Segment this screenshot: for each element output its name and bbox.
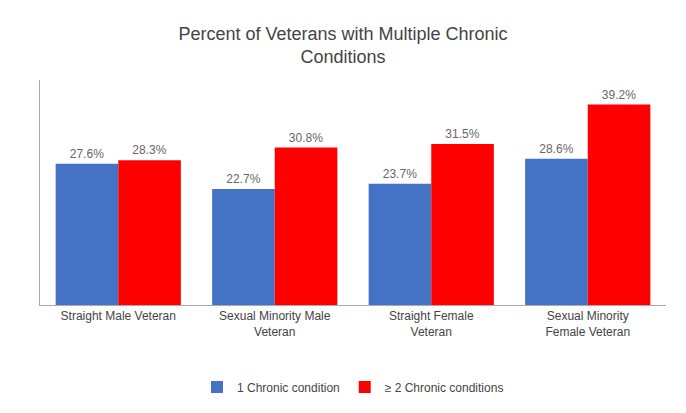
svg-text:27.6%: 27.6% (70, 147, 104, 161)
svg-text:39.2%: 39.2% (602, 88, 636, 102)
svg-text:Straight Male Veteran: Straight Male Veteran (61, 309, 176, 323)
svg-text:22.7%: 22.7% (226, 172, 260, 186)
svg-text:28.3%: 28.3% (132, 143, 166, 157)
svg-text:1 Chronic condition: 1 Chronic condition (237, 381, 340, 395)
svg-text:≥ 2 Chronic conditions: ≥ 2 Chronic conditions (385, 381, 504, 395)
svg-text:30.8%: 30.8% (289, 131, 323, 145)
svg-text:Straight FemaleVeteran: Straight FemaleVeteran (389, 309, 474, 339)
svg-text:31.5%: 31.5% (445, 127, 479, 141)
svg-text:28.6%: 28.6% (539, 142, 573, 156)
svg-text:Percent of Veterans with Multi: Percent of Veterans with Multiple Chroni… (178, 24, 507, 67)
svg-text:23.7%: 23.7% (383, 167, 417, 181)
svg-text:Sexual MinorityFemale Veteran: Sexual MinorityFemale Veteran (545, 309, 630, 339)
svg-text:Sexual Minority MaleVeteran: Sexual Minority MaleVeteran (219, 309, 331, 339)
